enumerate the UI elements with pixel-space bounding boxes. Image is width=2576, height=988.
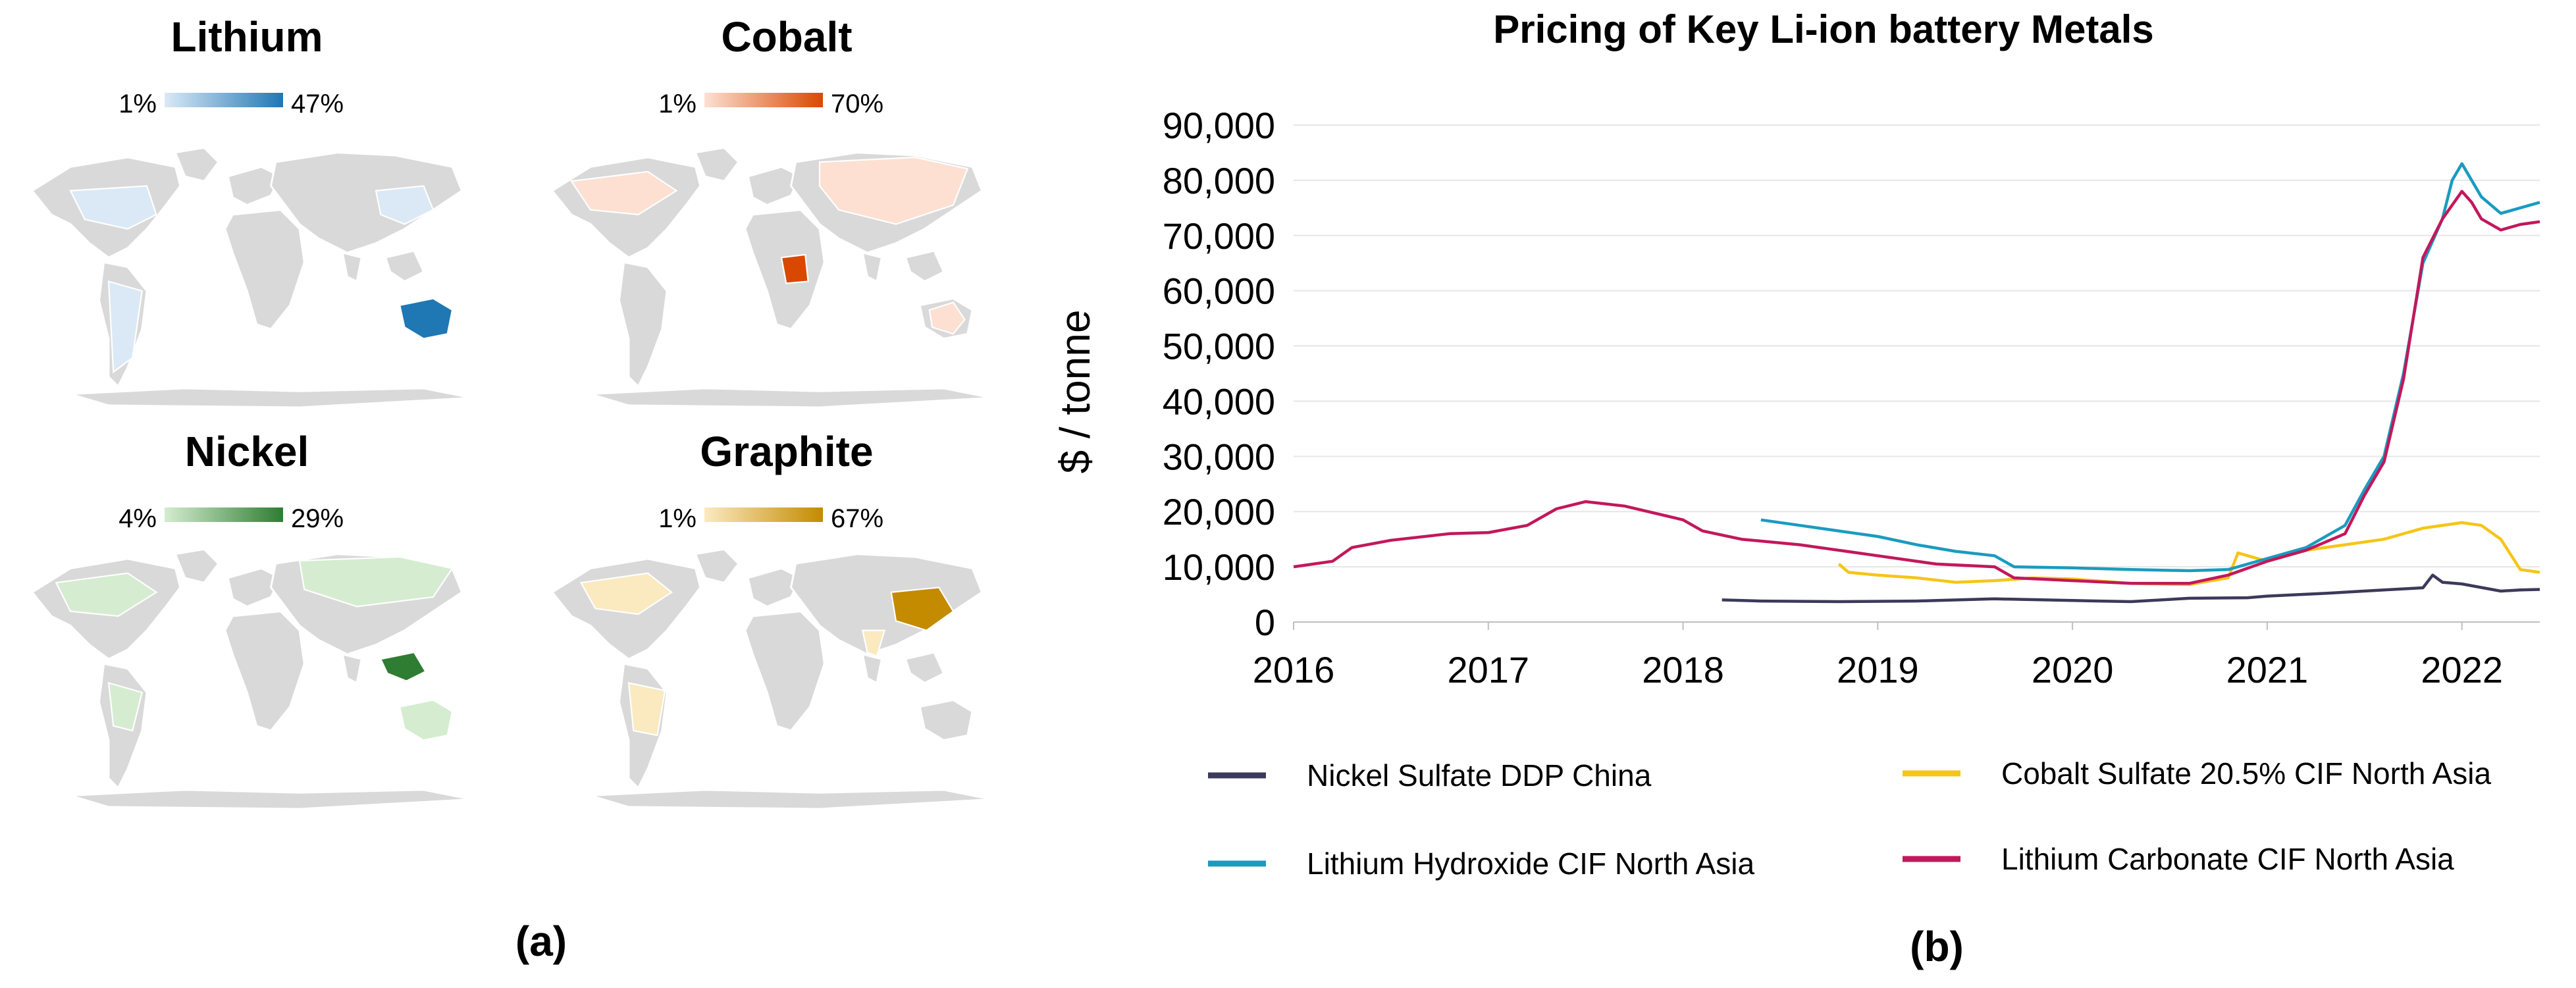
lithium-region-dark xyxy=(398,298,454,340)
chart-title: Pricing of Key Li-ion battery Metals xyxy=(1493,7,2154,51)
legend-label: Lithium Carbonate CIF North Asia xyxy=(2001,842,2454,876)
legend-label: Lithium Hydroxide CIF North Asia xyxy=(1307,846,1754,881)
y-tick-label: 0 xyxy=(1255,602,1275,643)
y-tick-label: 30,000 xyxy=(1163,436,1275,477)
series-line-3 xyxy=(1293,190,2540,585)
cobalt-world-map xyxy=(551,147,993,409)
x-tick-label: 2016 xyxy=(1253,649,1335,690)
lithium-world-map xyxy=(31,147,473,409)
y-tick-label: 60,000 xyxy=(1163,271,1275,312)
nickel-map-group: Nickel 4% 29% xyxy=(31,428,473,810)
graphite-region-light xyxy=(627,682,666,737)
cobalt-region-light xyxy=(818,156,969,225)
lithium-region-light xyxy=(69,185,157,230)
nickel-region-light xyxy=(107,682,144,732)
cobalt-map-title: Cobalt xyxy=(721,13,852,61)
nickel-region-light xyxy=(298,556,454,608)
nickel-region-light xyxy=(398,699,454,741)
graphite-region-light xyxy=(861,629,886,658)
panel-a-label: (a) xyxy=(515,918,567,965)
y-tick-label: 70,000 xyxy=(1163,215,1275,257)
series-line-2 xyxy=(1760,162,2540,573)
y-tick-label: 90,000 xyxy=(1163,105,1275,146)
series-line-1 xyxy=(1837,521,2540,586)
graphite-scale-max-label: 67% xyxy=(831,504,883,533)
nickel-scale-max-label: 29% xyxy=(291,504,344,533)
legend: Nickel Sulfate DDP China Cobalt Sulfate 2… xyxy=(1208,756,2491,881)
cobalt-region-light xyxy=(570,170,678,216)
lithium-map-title: Lithium xyxy=(171,13,323,61)
nickel-world-map xyxy=(31,548,473,810)
lithium-map-group: Lithium 1% 47% xyxy=(31,13,473,409)
graphite-color-scale xyxy=(704,507,823,522)
cobalt-scale-min-label: 1% xyxy=(658,90,697,118)
cobalt-map-group: Cobalt 1% 70% xyxy=(551,13,993,409)
lithium-scale-max-label: 47% xyxy=(291,90,344,118)
y-tick-label: 50,000 xyxy=(1163,326,1275,367)
x-tick-label: 2021 xyxy=(2226,649,2309,690)
graphite-region-dark xyxy=(890,586,955,631)
series-line-0 xyxy=(1722,573,2540,604)
cobalt-region-light xyxy=(928,301,966,335)
nickel-color-scale xyxy=(165,507,283,522)
series-lines xyxy=(1293,162,2540,604)
nickel-region-light xyxy=(55,572,158,617)
gridlines xyxy=(1294,124,2540,623)
panel-a-maps: Lithium 1% 47% Cobalt 1% 70% Nickel 4% 29% Graphi… xyxy=(31,13,993,810)
y-axis-label: $ / tonne xyxy=(1051,309,1099,473)
cobalt-color-scale xyxy=(704,93,823,107)
x-tick-label: 2019 xyxy=(1837,649,1919,690)
nickel-map-title: Nickel xyxy=(185,428,309,475)
graphite-region-light xyxy=(579,572,673,615)
panel-b-label: (b) xyxy=(1910,923,1964,970)
cobalt-region-dark xyxy=(780,253,809,284)
y-tick-labels: 0 10,000 20,000 30,000 40,000 50,000 60,000 70,… xyxy=(1163,105,1275,643)
graphite-scale-min-label: 1% xyxy=(658,504,697,533)
graphite-map-title: Graphite xyxy=(700,428,873,475)
nickel-scale-min-label: 4% xyxy=(118,504,157,533)
x-tick-label: 2022 xyxy=(2421,649,2503,690)
legend-label: Cobalt Sulfate 20.5% CIF North Asia xyxy=(2001,756,2491,791)
cobalt-scale-max-label: 70% xyxy=(831,90,883,118)
y-tick-label: 80,000 xyxy=(1163,160,1275,201)
y-tick-label: 20,000 xyxy=(1163,491,1275,533)
lithium-color-scale xyxy=(165,93,283,107)
lithium-region-light xyxy=(107,280,143,374)
lithium-region-light xyxy=(375,185,434,225)
y-tick-label: 40,000 xyxy=(1163,380,1275,422)
lithium-scale-min-label: 1% xyxy=(118,90,157,118)
x-tick-label: 2018 xyxy=(1642,649,1724,690)
x-tick-label: 2020 xyxy=(2032,649,2114,690)
legend-label: Nickel Sulfate DDP China xyxy=(1307,758,1652,793)
y-tick-label: 10,000 xyxy=(1163,546,1275,588)
x-tick-label: 2017 xyxy=(1447,649,1529,690)
graphite-world-map xyxy=(551,548,993,810)
x-tick-labels: 2016 2017 2018 2019 2020 2021 2022 xyxy=(1253,622,2503,690)
nickel-region-dark xyxy=(379,651,427,682)
price-chart: Pricing of Key Li-ion battery Metals $ /… xyxy=(1051,7,2540,881)
